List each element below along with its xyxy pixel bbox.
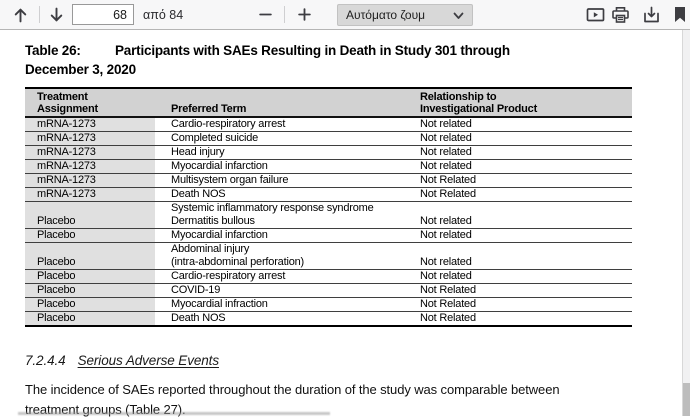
presentation-mode-icon (586, 7, 605, 23)
table-caption: Table 26: Participants with SAEs Resultin… (25, 41, 682, 79)
term-cell: COVID-19 (171, 284, 221, 296)
toolbar-separator (39, 6, 40, 23)
section-title: Serious Adverse Events (77, 353, 219, 368)
treatment-cell: mRNA-1273 (25, 131, 155, 146)
relationship-cell: Not related (420, 160, 472, 172)
zoom-in-button[interactable] (291, 0, 317, 29)
pdf-page: Table 26: Participants with SAEs Resultin… (0, 30, 682, 417)
save-icon (642, 6, 661, 24)
relationship-cell: Not Related (420, 298, 476, 310)
table-row: Placebo Death NOS Not Related (25, 311, 632, 326)
page-up-icon (12, 6, 29, 24)
treatment-cell: Placebo (25, 201, 155, 229)
relationship-cell: Not related (420, 256, 472, 268)
page-down-icon (48, 6, 65, 24)
relationship-cell: Not Related (420, 312, 476, 324)
sae-death-table: Treatment Assignment Preferred Term Relatio… (25, 87, 632, 327)
next-table-top-edge (18, 412, 330, 415)
table-row: mRNA-1273 Death NOS Not Related (25, 187, 632, 202)
bookmark-button[interactable] (670, 0, 690, 29)
table-row: mRNA-1273 Head injury Not related (25, 145, 632, 160)
treatment-cell: mRNA-1273 (25, 159, 155, 174)
table-header-row: Treatment Assignment Preferred Term Relatio… (25, 88, 632, 117)
treatment-cell: Placebo (25, 242, 155, 270)
bookmark-icon (673, 6, 687, 23)
section-number: 7.2.4.4 (25, 353, 66, 368)
treatment-cell: Placebo (25, 311, 155, 326)
page-count-label: από 84 (143, 7, 184, 22)
section-heading: 7.2.4.4 Serious Adverse Events (25, 353, 682, 368)
term-cell: Cardio-respiratory arrest (171, 118, 286, 130)
pdf-viewer-toolbar: από 84 Αυτόματο ζουμ (0, 0, 690, 30)
term-cell: Cardio-respiratory arrest (171, 270, 286, 282)
term-cell: Death NOS (171, 312, 226, 324)
relationship-cell: Not related (420, 215, 472, 227)
chevron-down-icon (453, 12, 464, 20)
column-header: Treatment Assignment (25, 88, 155, 117)
relationship-cell: Not Related (420, 284, 476, 296)
term-cell: Multisystem organ failure (171, 174, 289, 186)
table-row: mRNA-1273 Completed suicide Not related (25, 131, 632, 146)
treatment-cell: mRNA-1273 (25, 187, 155, 202)
zoom-out-button[interactable] (252, 0, 278, 29)
relationship-cell: Not Related (420, 188, 476, 200)
relationship-cell: Not Related (420, 174, 476, 186)
term-cell: Head injury (171, 146, 225, 158)
term-cell: Systemic inflammatory response syndrome D… (171, 202, 374, 227)
treatment-cell: Placebo (25, 228, 155, 243)
treatment-cell: mRNA-1273 (25, 117, 155, 132)
term-cell: Myocardial infraction (171, 298, 268, 310)
print-button[interactable] (608, 0, 632, 29)
relationship-cell: Not related (420, 270, 472, 282)
scrollbar-thumb[interactable] (683, 383, 690, 416)
table-caption-line2: December 3, 2020 (25, 62, 136, 77)
table-row: Placebo COVID-19 Not Related (25, 283, 632, 298)
treatment-cell: mRNA-1273 (25, 173, 155, 188)
treatment-cell: Placebo (25, 283, 155, 298)
next-page-button[interactable] (42, 0, 70, 29)
term-cell: Death NOS (171, 188, 226, 200)
zoom-select-value: Αυτόματο ζουμ (346, 8, 426, 22)
toolbar-separator (284, 6, 285, 23)
table-row: Placebo Myocardial infraction Not Related (25, 297, 632, 312)
relationship-cell: Not related (420, 118, 472, 130)
relationship-cell: Not related (420, 229, 472, 241)
term-cell: Completed suicide (171, 132, 259, 144)
treatment-cell: Placebo (25, 269, 155, 284)
table-row: mRNA-1273 Cardio-respiratory arrest Not re… (25, 117, 632, 132)
term-cell: Abdominal injury (intra-abdominal perfora… (171, 243, 304, 268)
relationship-cell: Not related (420, 132, 472, 144)
term-cell: Myocardial infarction (171, 229, 268, 241)
treatment-cell: mRNA-1273 (25, 145, 155, 160)
table-caption-line1: Participants with SAEs Resulting in Deat… (115, 43, 510, 58)
zoom-level-select[interactable]: Αυτόματο ζουμ (337, 4, 473, 26)
table-row: Placebo Systemic inflammatory response sy… (25, 201, 632, 229)
sae-table-body: mRNA-1273 Cardio-respiratory arrest Not re… (25, 117, 632, 326)
column-header: Relationship to Investigational Product (415, 88, 632, 117)
print-icon (611, 6, 630, 24)
column-header: Preferred Term (155, 88, 415, 117)
save-button[interactable] (639, 0, 663, 29)
treatment-cell: Placebo (25, 297, 155, 312)
page-number-input[interactable] (72, 4, 134, 25)
table-row: Placebo Myocardial infarction Not related (25, 228, 632, 243)
vertical-scrollbar[interactable] (682, 30, 690, 416)
table-row: Placebo Abdominal injury (intra-abdominal … (25, 242, 632, 270)
term-cell: Myocardial infarction (171, 160, 268, 172)
table-caption-label: Table 26: (25, 43, 81, 58)
table-row: mRNA-1273 Myocardial infarction Not relate… (25, 159, 632, 174)
previous-page-button[interactable] (6, 0, 34, 29)
relationship-cell: Not related (420, 146, 472, 158)
zoom-in-icon (297, 7, 312, 22)
zoom-out-icon (258, 7, 273, 22)
presentation-mode-button[interactable] (583, 0, 607, 29)
table-row: mRNA-1273 Multisystem organ failure Not Re… (25, 173, 632, 188)
table-row: Placebo Cardio-respiratory arrest Not rela… (25, 269, 632, 284)
